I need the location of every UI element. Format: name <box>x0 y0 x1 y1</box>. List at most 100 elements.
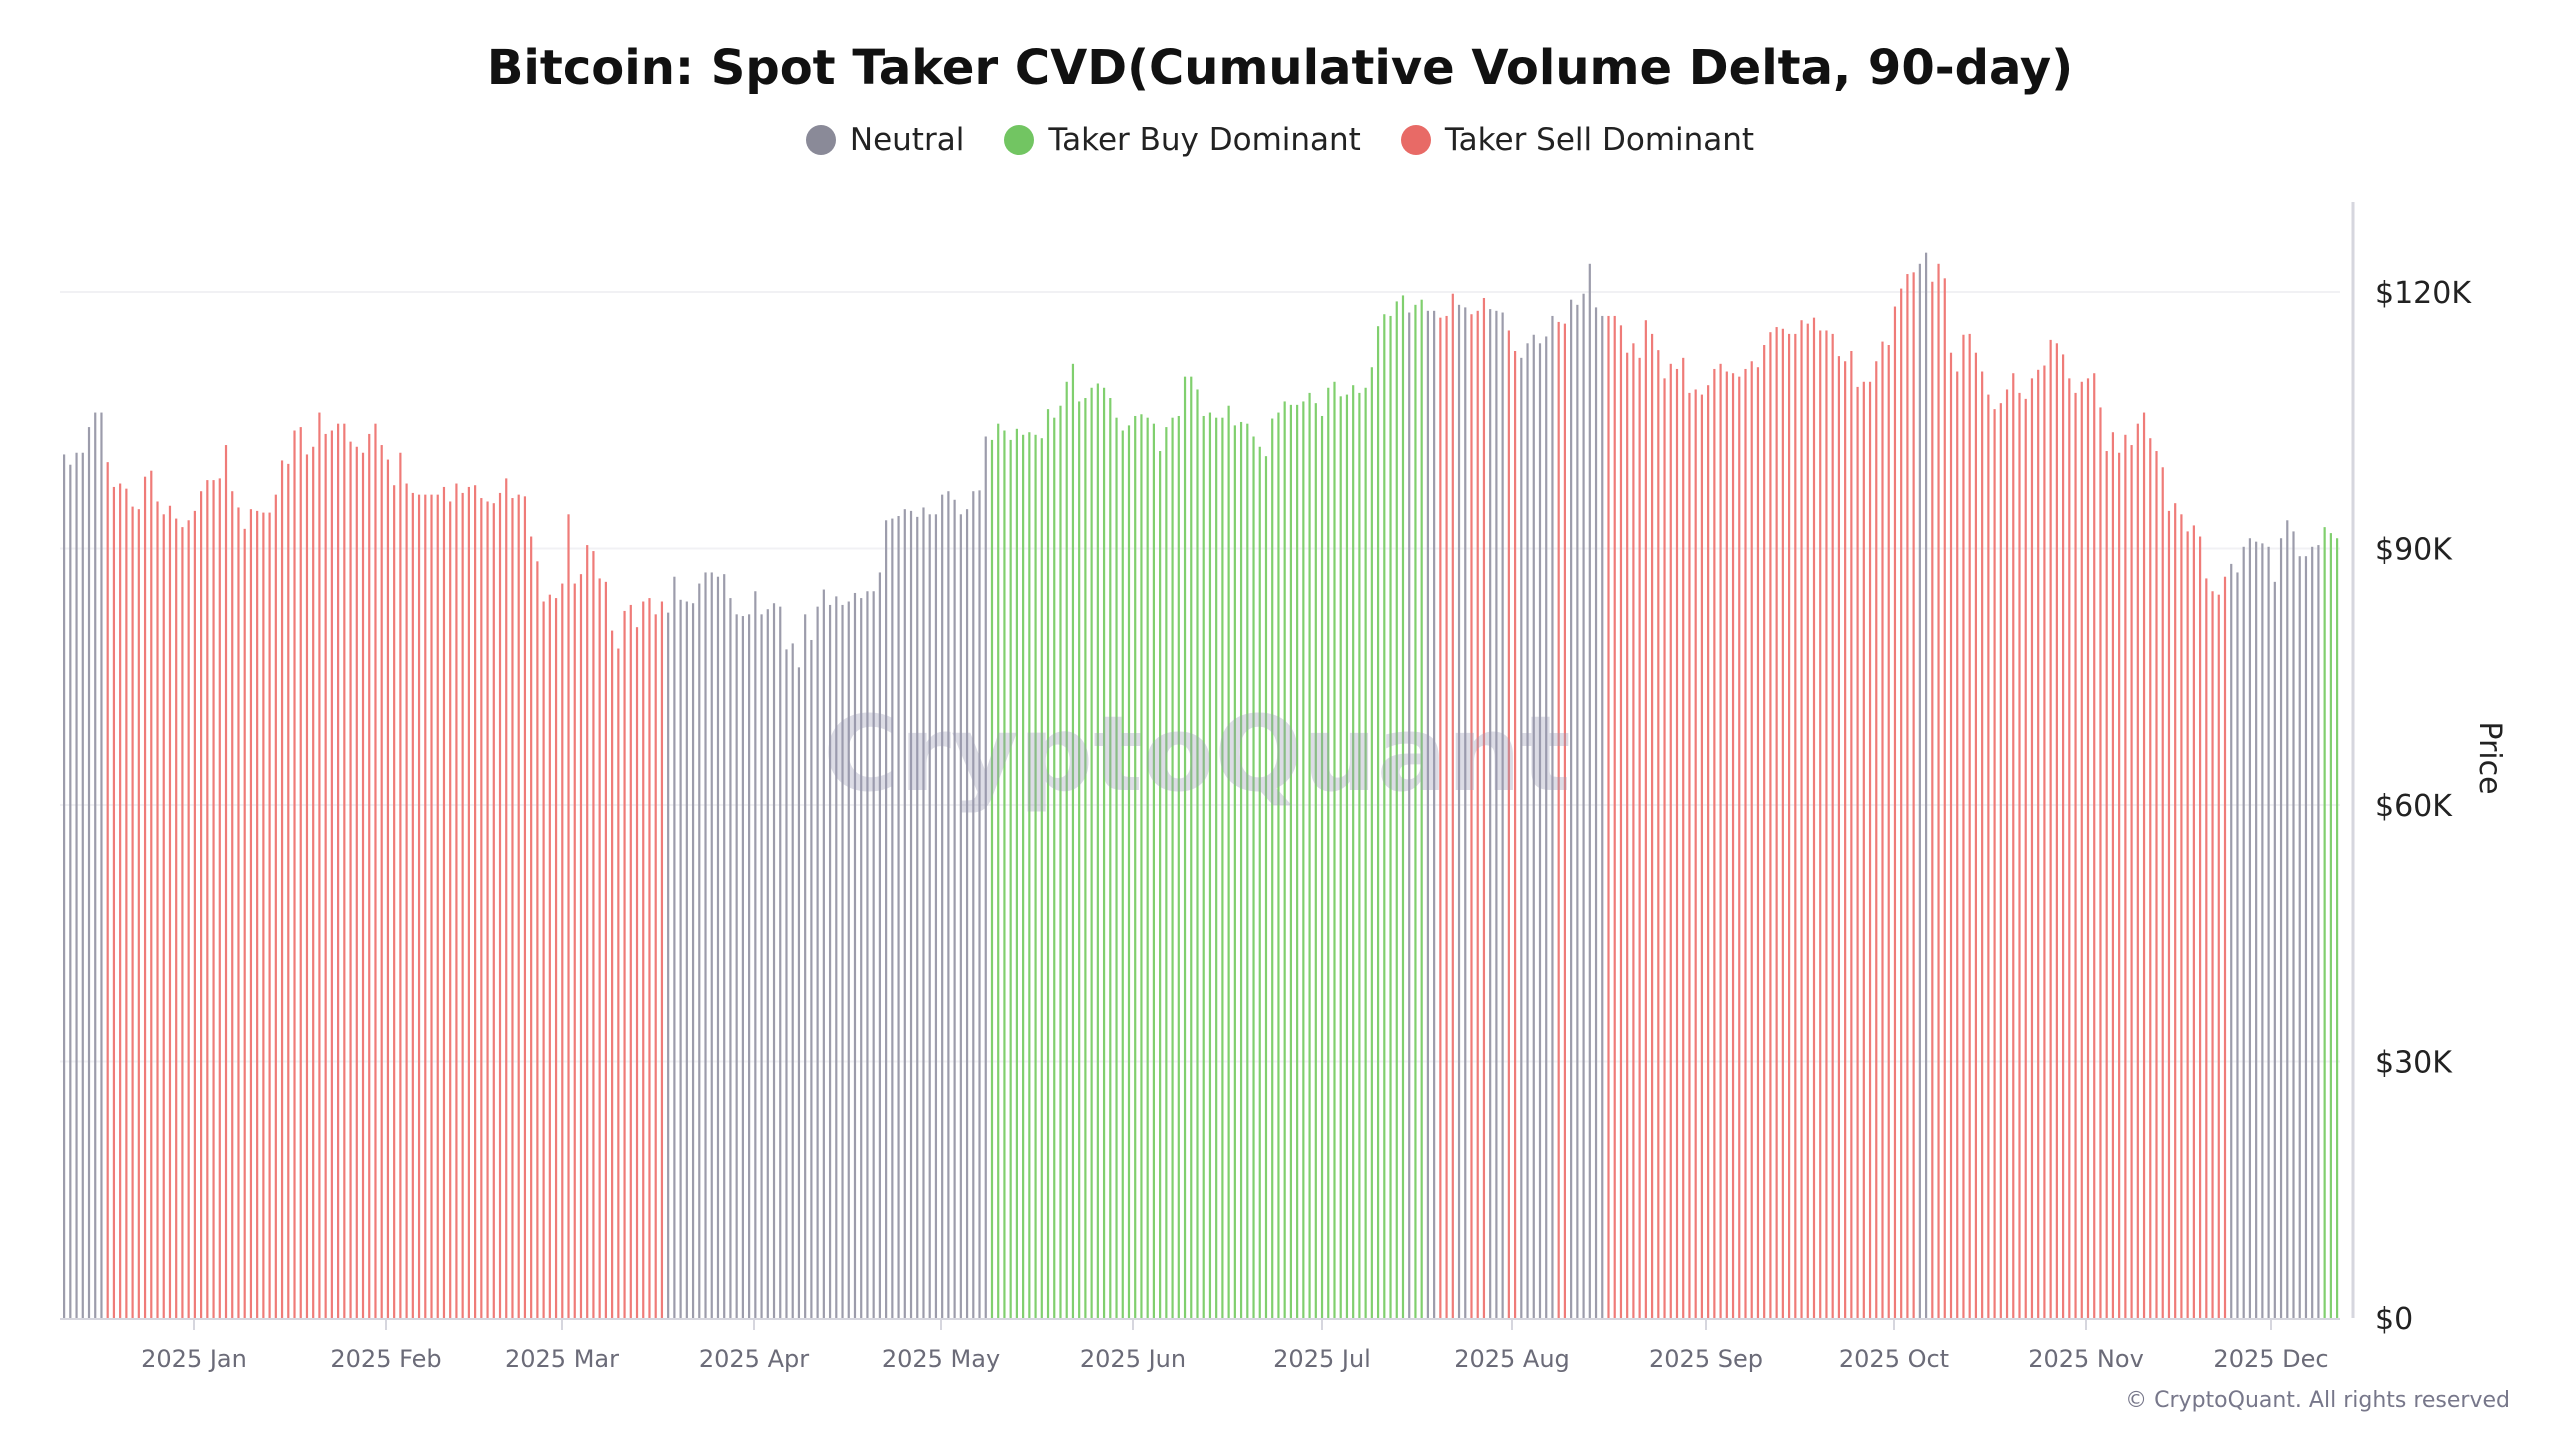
bar-taker-buy <box>1171 417 1174 1318</box>
bar-neutral <box>897 516 900 1318</box>
legend: Neutral Taker Buy Dominant Taker Sell Do… <box>0 122 2560 158</box>
bar-taker-sell <box>1451 293 1454 1319</box>
bar-neutral <box>2242 546 2245 1318</box>
bar-taker-sell <box>2043 365 2046 1318</box>
legend-label: Taker Sell Dominant <box>1444 122 1755 158</box>
bar-taker-sell <box>243 528 246 1318</box>
bar-taker-sell <box>604 581 607 1318</box>
bar-neutral <box>1924 252 1928 1318</box>
bar-taker-sell <box>1962 334 1965 1318</box>
bar-taker-sell <box>648 598 651 1318</box>
bar-taker-sell <box>2161 467 2164 1318</box>
bar-taker-sell <box>2086 378 2090 1319</box>
bar-taker-buy <box>1009 439 1012 1318</box>
bar-neutral <box>1495 310 1498 1318</box>
bar-taker-buy <box>1183 376 1187 1318</box>
bar-taker-sell <box>1563 323 1567 1318</box>
bar-taker-sell <box>474 485 477 1319</box>
bar-taker-sell <box>1482 297 1486 1318</box>
bar-taker-sell <box>1725 371 1728 1318</box>
legend-item-taker-buy[interactable]: Taker Buy Dominant <box>1004 122 1361 158</box>
bar-taker-sell <box>1906 274 1909 1318</box>
bar-taker-buy <box>1233 425 1236 1318</box>
bar-neutral <box>922 507 925 1319</box>
bar-taker-sell <box>430 494 433 1318</box>
bar-taker-sell <box>324 433 327 1318</box>
bar-taker-sell <box>2080 381 2083 1318</box>
y-tick-label: $120K <box>2375 276 2472 311</box>
bar-taker-sell <box>1769 332 1772 1318</box>
bar-taker-sell <box>175 518 178 1318</box>
bar-taker-buy <box>1090 387 1093 1318</box>
bar-taker-sell <box>1613 315 1616 1318</box>
bar-taker-sell <box>1781 328 1784 1318</box>
bar-taker-buy <box>1389 315 1392 1318</box>
bar-taker-sell <box>629 604 632 1318</box>
bar-taker-sell <box>2223 576 2227 1318</box>
bar-taker-buy <box>1252 436 1255 1318</box>
bar-taker-sell <box>2005 389 2009 1319</box>
bar-taker-buy <box>1140 414 1143 1318</box>
bar-taker-buy <box>1190 376 1193 1318</box>
bar-taker-sell <box>1750 361 1753 1318</box>
bar-neutral <box>984 436 987 1318</box>
bar-neutral <box>2255 541 2258 1318</box>
y-tick-label: $0 <box>2375 1302 2413 1337</box>
bar-taker-sell <box>1445 315 1448 1318</box>
bar-taker-sell <box>1694 389 1697 1319</box>
x-tick-label: 2025 Oct <box>1839 1345 1949 1373</box>
bar-neutral <box>1918 263 1921 1318</box>
bar-neutral <box>1551 315 1554 1318</box>
bar-taker-buy <box>2329 533 2332 1318</box>
bar-neutral <box>754 591 757 1318</box>
bar-taker-sell <box>274 494 277 1318</box>
bar-taker-sell <box>449 501 452 1319</box>
bar-neutral <box>916 516 919 1318</box>
bar-taker-sell <box>1738 376 1741 1318</box>
bar-neutral <box>797 667 801 1318</box>
bar-neutral <box>1570 299 1573 1318</box>
legend-item-taker-sell[interactable]: Taker Sell Dominant <box>1400 122 1755 158</box>
bar-taker-buy <box>1221 417 1224 1318</box>
bar-neutral <box>1532 334 1535 1318</box>
bar-taker-sell <box>2055 343 2058 1318</box>
neutral-dot-icon <box>805 125 836 155</box>
y-tick-label: $90K <box>2375 533 2453 568</box>
bar-taker-sell <box>573 583 576 1318</box>
bar-taker-buy <box>1177 415 1180 1319</box>
bar-taker-sell <box>1632 343 1635 1318</box>
bar-taker-sell <box>1756 367 1760 1318</box>
bar-neutral <box>959 514 962 1318</box>
bar-taker-buy <box>1078 401 1081 1318</box>
bar-neutral <box>723 574 726 1318</box>
bar-taker-sell <box>530 536 533 1318</box>
bar-taker-sell <box>2217 594 2220 1318</box>
bar-taker-sell <box>417 494 421 1318</box>
bar-taker-sell <box>424 494 427 1318</box>
bar-taker-sell <box>461 492 464 1318</box>
bar-taker-buy <box>1102 387 1106 1318</box>
bar-neutral <box>2230 563 2233 1318</box>
bar-taker-sell <box>1644 320 1647 1319</box>
bar-taker-buy <box>1296 404 1299 1318</box>
bar-taker-sell <box>2099 407 2102 1318</box>
bar-neutral <box>1594 307 1598 1318</box>
bar-neutral <box>741 616 744 1318</box>
bar-taker-buy <box>1040 438 1043 1319</box>
legend-item-neutral[interactable]: Neutral <box>805 122 964 158</box>
bar-taker-buy <box>990 439 994 1318</box>
bar-neutral <box>2317 545 2320 1318</box>
bar-taker-sell <box>1956 371 1959 1318</box>
bar-taker-sell <box>1713 368 1716 1318</box>
bar-neutral <box>735 614 738 1318</box>
bar-neutral <box>878 572 881 1318</box>
bar-taker-sell <box>2068 378 2071 1319</box>
x-tick-label: 2025 Mar <box>505 1345 619 1373</box>
bar-taker-sell <box>218 478 221 1318</box>
bar-neutral <box>953 499 956 1318</box>
bar-taker-sell <box>2093 373 2096 1319</box>
bar-taker-sell <box>1981 371 1984 1318</box>
bar-taker-sell <box>231 491 234 1319</box>
bar-taker-sell <box>1887 345 1890 1318</box>
bar-taker-sell <box>523 496 527 1319</box>
